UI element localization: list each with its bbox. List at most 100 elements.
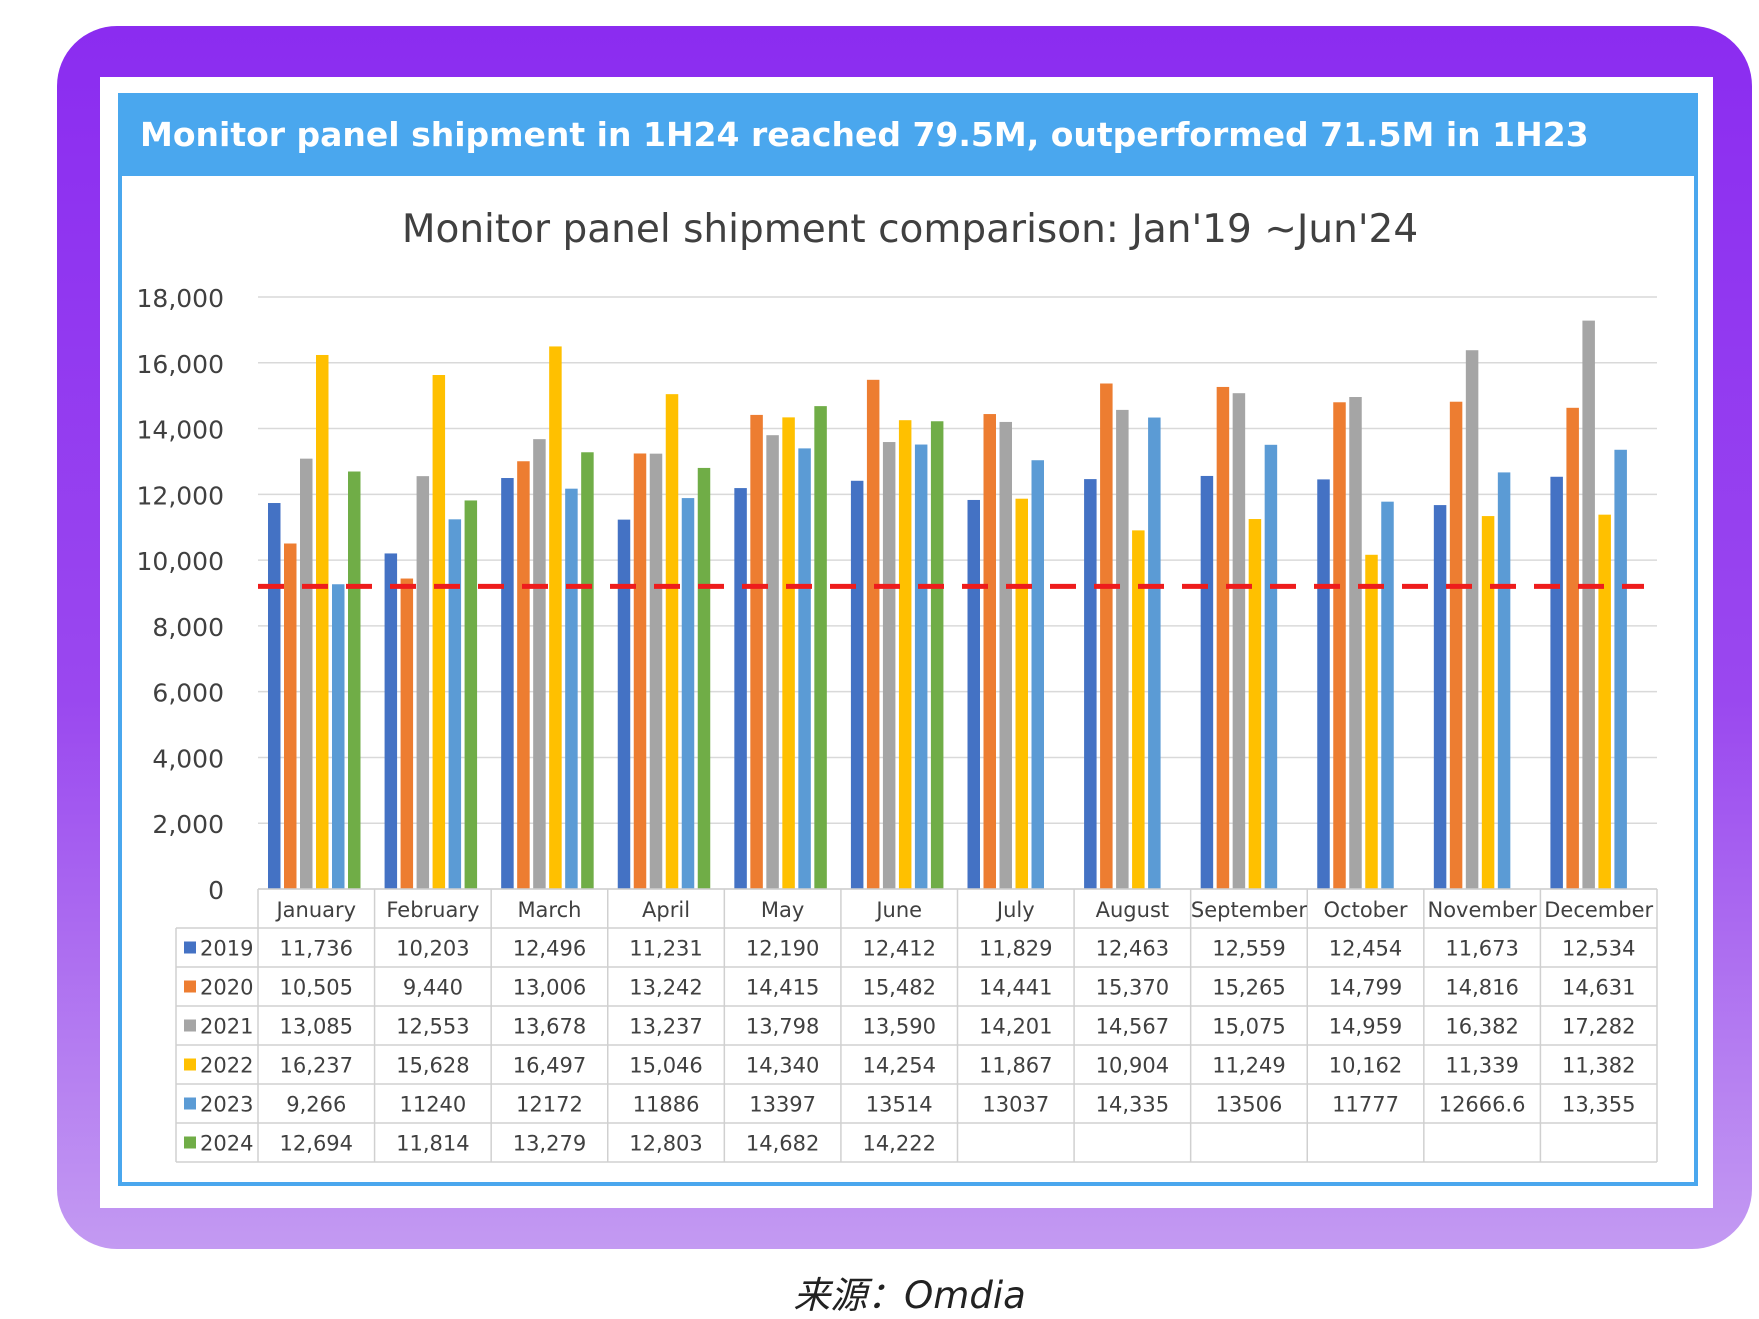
data-label: 13,678 bbox=[513, 1015, 586, 1039]
data-label: 14,816 bbox=[1445, 976, 1518, 1000]
legend-label-2023: 2023 bbox=[200, 1093, 253, 1117]
data-label: 11,339 bbox=[1445, 1054, 1518, 1078]
bar-2024-may bbox=[814, 406, 827, 889]
data-label: 14,222 bbox=[862, 1132, 935, 1156]
y-tick-label: 16,000 bbox=[137, 350, 224, 379]
bars bbox=[268, 320, 1627, 889]
data-label: 12,454 bbox=[1329, 937, 1402, 961]
bar-2023-april bbox=[681, 498, 695, 889]
x-tick-label: April bbox=[642, 898, 690, 922]
legend-label-2019: 2019 bbox=[200, 937, 253, 961]
data-label: 11777 bbox=[1332, 1093, 1399, 1117]
legend-swatch-2024 bbox=[184, 1136, 196, 1149]
y-tick-label: 2,000 bbox=[152, 810, 224, 839]
data-label: 11,814 bbox=[396, 1132, 469, 1156]
x-tick-label: December bbox=[1544, 898, 1653, 922]
data-label: 9,440 bbox=[403, 976, 463, 1000]
y-tick-label: 4,000 bbox=[152, 744, 224, 773]
bar-2022-january bbox=[316, 354, 329, 889]
bar-2021-september bbox=[1232, 393, 1246, 889]
data-label: 14,335 bbox=[1096, 1093, 1169, 1117]
data-label: 12,463 bbox=[1096, 937, 1169, 961]
data-label: 11886 bbox=[633, 1093, 700, 1117]
bar-2019-may bbox=[734, 488, 747, 889]
bar-2024-april bbox=[697, 467, 711, 889]
x-tick-label: May bbox=[761, 898, 804, 922]
data-label: 15,046 bbox=[629, 1054, 702, 1078]
bar-2020-january bbox=[284, 543, 297, 889]
bar-2022-december bbox=[1598, 514, 1611, 889]
y-axis-ticks: 0 2,000 4,000 6,000 8,000 10,000 12,000 14,000 1… bbox=[137, 284, 224, 905]
legend-label-2022: 2022 bbox=[200, 1054, 253, 1078]
data-label: 13,242 bbox=[629, 976, 702, 1000]
data-label: 14,799 bbox=[1329, 976, 1402, 1000]
bar-2023-june bbox=[914, 444, 928, 889]
data-label: 10,203 bbox=[396, 937, 469, 961]
bar-2020-november bbox=[1449, 401, 1463, 889]
data-label: 13,355 bbox=[1562, 1093, 1635, 1117]
bar-2021-july bbox=[999, 421, 1012, 889]
data-label: 10,162 bbox=[1329, 1054, 1402, 1078]
data-label: 15,370 bbox=[1096, 976, 1169, 1000]
bar-2019-october bbox=[1317, 479, 1330, 889]
bar-2022-november bbox=[1481, 516, 1495, 889]
bar-2023-march bbox=[565, 488, 578, 889]
bar-2021-november bbox=[1465, 350, 1479, 889]
data-label: 12,803 bbox=[629, 1132, 702, 1156]
bar-2021-december bbox=[1582, 320, 1595, 889]
data-label: 12666.6 bbox=[1439, 1093, 1526, 1117]
bar-2023-november bbox=[1497, 472, 1511, 889]
bar-2020-march bbox=[517, 461, 530, 889]
data-table: January February March April May June July Augu… bbox=[175, 888, 1658, 1163]
bar-2024-february bbox=[464, 500, 478, 889]
data-label: 14,254 bbox=[862, 1054, 935, 1078]
data-label: 14,415 bbox=[746, 976, 819, 1000]
x-tick-label: September bbox=[1191, 898, 1307, 922]
y-tick-label: 14,000 bbox=[137, 416, 224, 445]
bar-2023-august bbox=[1148, 417, 1161, 889]
data-label: 13514 bbox=[866, 1093, 933, 1117]
data-label: 12,496 bbox=[513, 937, 586, 961]
bar-2023-january bbox=[332, 584, 345, 889]
data-label: 11,736 bbox=[280, 937, 353, 961]
x-tick-label: October bbox=[1324, 898, 1408, 922]
bar-2020-august bbox=[1100, 383, 1113, 889]
y-tick-label: 18,000 bbox=[137, 284, 224, 313]
bar-2019-september bbox=[1200, 475, 1214, 889]
bar-2020-october bbox=[1333, 402, 1346, 889]
y-tick-label: 10,000 bbox=[137, 547, 224, 576]
bar-2021-june bbox=[882, 442, 896, 889]
data-label: 12,694 bbox=[280, 1132, 353, 1156]
bar-2022-february bbox=[432, 375, 446, 889]
data-label: 14,682 bbox=[746, 1132, 819, 1156]
legend-swatch-2022 bbox=[184, 1058, 196, 1071]
data-label: 13,006 bbox=[513, 976, 586, 1000]
bar-2019-january bbox=[268, 503, 281, 889]
data-label: 11,249 bbox=[1212, 1054, 1285, 1078]
data-label: 11,673 bbox=[1445, 937, 1518, 961]
data-label: 12,553 bbox=[396, 1015, 469, 1039]
bar-2023-september bbox=[1264, 444, 1278, 889]
bar-2019-november bbox=[1433, 505, 1447, 889]
bar-2019-february bbox=[384, 553, 398, 889]
bar-2021-february bbox=[416, 476, 430, 889]
data-label: 10,904 bbox=[1096, 1054, 1169, 1078]
legend-label-2021: 2021 bbox=[200, 1015, 253, 1039]
data-label: 9,266 bbox=[286, 1093, 346, 1117]
bar-2021-january bbox=[300, 458, 313, 889]
data-label: 14,441 bbox=[979, 976, 1052, 1000]
data-label: 13037 bbox=[982, 1093, 1049, 1117]
bar-2022-september bbox=[1248, 519, 1262, 889]
legend-swatch-2021 bbox=[184, 1019, 196, 1032]
bar-2021-april bbox=[649, 453, 663, 889]
data-label: 16,382 bbox=[1445, 1015, 1518, 1039]
legend-swatch-2019 bbox=[184, 941, 196, 954]
bar-2023-february bbox=[448, 519, 462, 889]
chart-title: Monitor panel shipment comparison: Jan'1… bbox=[402, 207, 1418, 252]
data-label: 11,829 bbox=[979, 937, 1052, 961]
data-label: 13506 bbox=[1216, 1093, 1283, 1117]
data-label: 11,382 bbox=[1562, 1054, 1635, 1078]
headline-banner: Monitor panel shipment in 1H24 reached 7… bbox=[118, 93, 1698, 176]
data-label: 12,190 bbox=[746, 937, 819, 961]
bar-2020-june bbox=[866, 379, 880, 889]
